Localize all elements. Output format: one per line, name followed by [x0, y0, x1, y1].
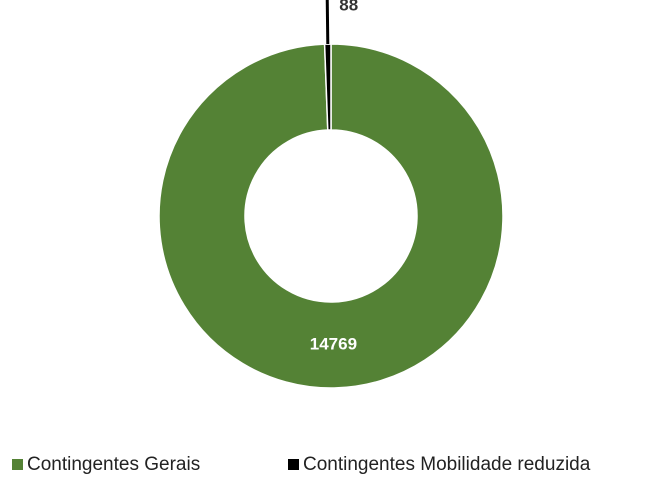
leader-line	[325, 0, 330, 45]
legend-label: Contingentes Mobilidade reduzida	[303, 454, 591, 475]
data-label: 88	[339, 0, 358, 15]
legend-label: Contingentes Gerais	[27, 454, 200, 475]
legend-swatch	[12, 459, 23, 470]
legend-swatch	[288, 459, 299, 470]
donut-slice	[158, 43, 504, 389]
donut-slice	[323, 43, 332, 131]
data-label: 14769	[310, 334, 357, 353]
